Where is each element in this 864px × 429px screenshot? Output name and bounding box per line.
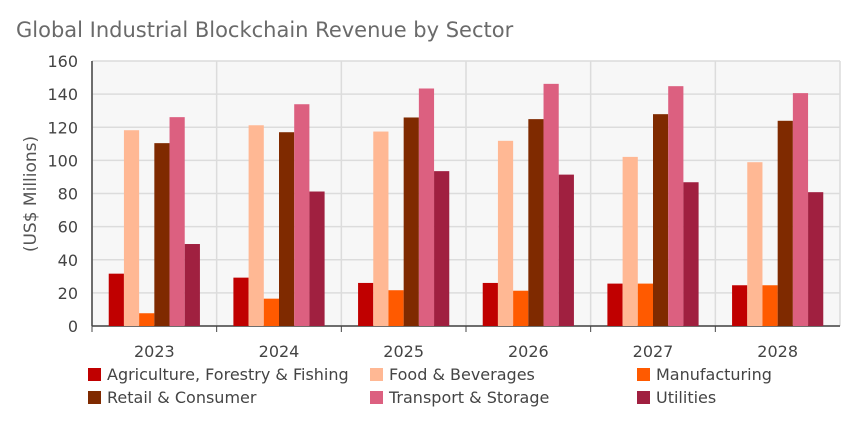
bar: [108, 273, 124, 326]
bar: [497, 140, 514, 326]
x-tick-label: 2023: [134, 342, 175, 361]
bar: [309, 191, 325, 326]
bar: [294, 104, 310, 327]
legend-swatch: [637, 391, 650, 404]
legend-swatch: [637, 368, 650, 381]
bar: [747, 162, 763, 326]
legend-label: Agriculture, Forestry & Fishing: [107, 365, 349, 384]
y-tick-label: 140: [47, 85, 78, 104]
legend-swatch: [370, 391, 383, 404]
bar: [732, 285, 748, 326]
bar: [777, 120, 793, 327]
legend-swatch: [370, 368, 383, 381]
x-tick-label: 2028: [757, 342, 798, 361]
bar: [762, 285, 778, 326]
bar: [607, 283, 623, 326]
x-tick-label: 2025: [383, 342, 424, 361]
bar: [184, 244, 200, 326]
bar: [637, 283, 653, 326]
bar: [622, 156, 638, 326]
bar: [668, 86, 684, 326]
bar: [123, 130, 140, 326]
y-tick-label: 80: [58, 185, 78, 204]
legend-label: Utilities: [656, 388, 716, 407]
bar: [434, 171, 450, 326]
y-tick-label: 0: [68, 317, 78, 336]
bar: [653, 114, 669, 327]
bar: [139, 313, 155, 326]
y-tick-label: 60: [58, 218, 78, 237]
legend-swatch: [88, 368, 101, 381]
y-tick-label: 120: [47, 118, 78, 137]
legend-label: Manufacturing: [656, 365, 772, 384]
bar: [403, 117, 419, 327]
bar: [169, 117, 185, 326]
y-tick-label: 160: [47, 52, 78, 71]
bar: [482, 282, 498, 326]
bar: [248, 125, 264, 326]
x-tick-label: 2024: [259, 342, 300, 361]
y-tick-label: 100: [47, 151, 78, 170]
y-tick-label: 40: [58, 251, 78, 270]
bar: [154, 143, 170, 326]
legend-label: Transport & Storage: [388, 388, 549, 407]
legend-swatch: [88, 391, 101, 404]
bar: [543, 83, 559, 326]
bar: [388, 290, 404, 326]
bar: [373, 131, 389, 326]
x-tick-label: 2026: [508, 342, 549, 361]
bar: [358, 282, 374, 326]
bar: [558, 174, 574, 326]
bar: [792, 93, 809, 326]
bar: [233, 277, 249, 326]
y-tick-label: 20: [58, 284, 78, 303]
chart-title: Global Industrial Blockchain Revenue by …: [16, 18, 514, 42]
bar: [513, 290, 529, 326]
bar: [263, 298, 279, 326]
x-tick-label: 2027: [633, 342, 674, 361]
legend-label: Food & Beverages: [389, 365, 535, 384]
bar: [279, 132, 295, 326]
bar: [528, 119, 544, 327]
bar: [683, 182, 699, 326]
legend-label: Retail & Consumer: [107, 388, 257, 407]
bar: [418, 88, 435, 327]
y-axis-label: (US$ Millions): [21, 136, 41, 252]
bar: [808, 192, 824, 326]
